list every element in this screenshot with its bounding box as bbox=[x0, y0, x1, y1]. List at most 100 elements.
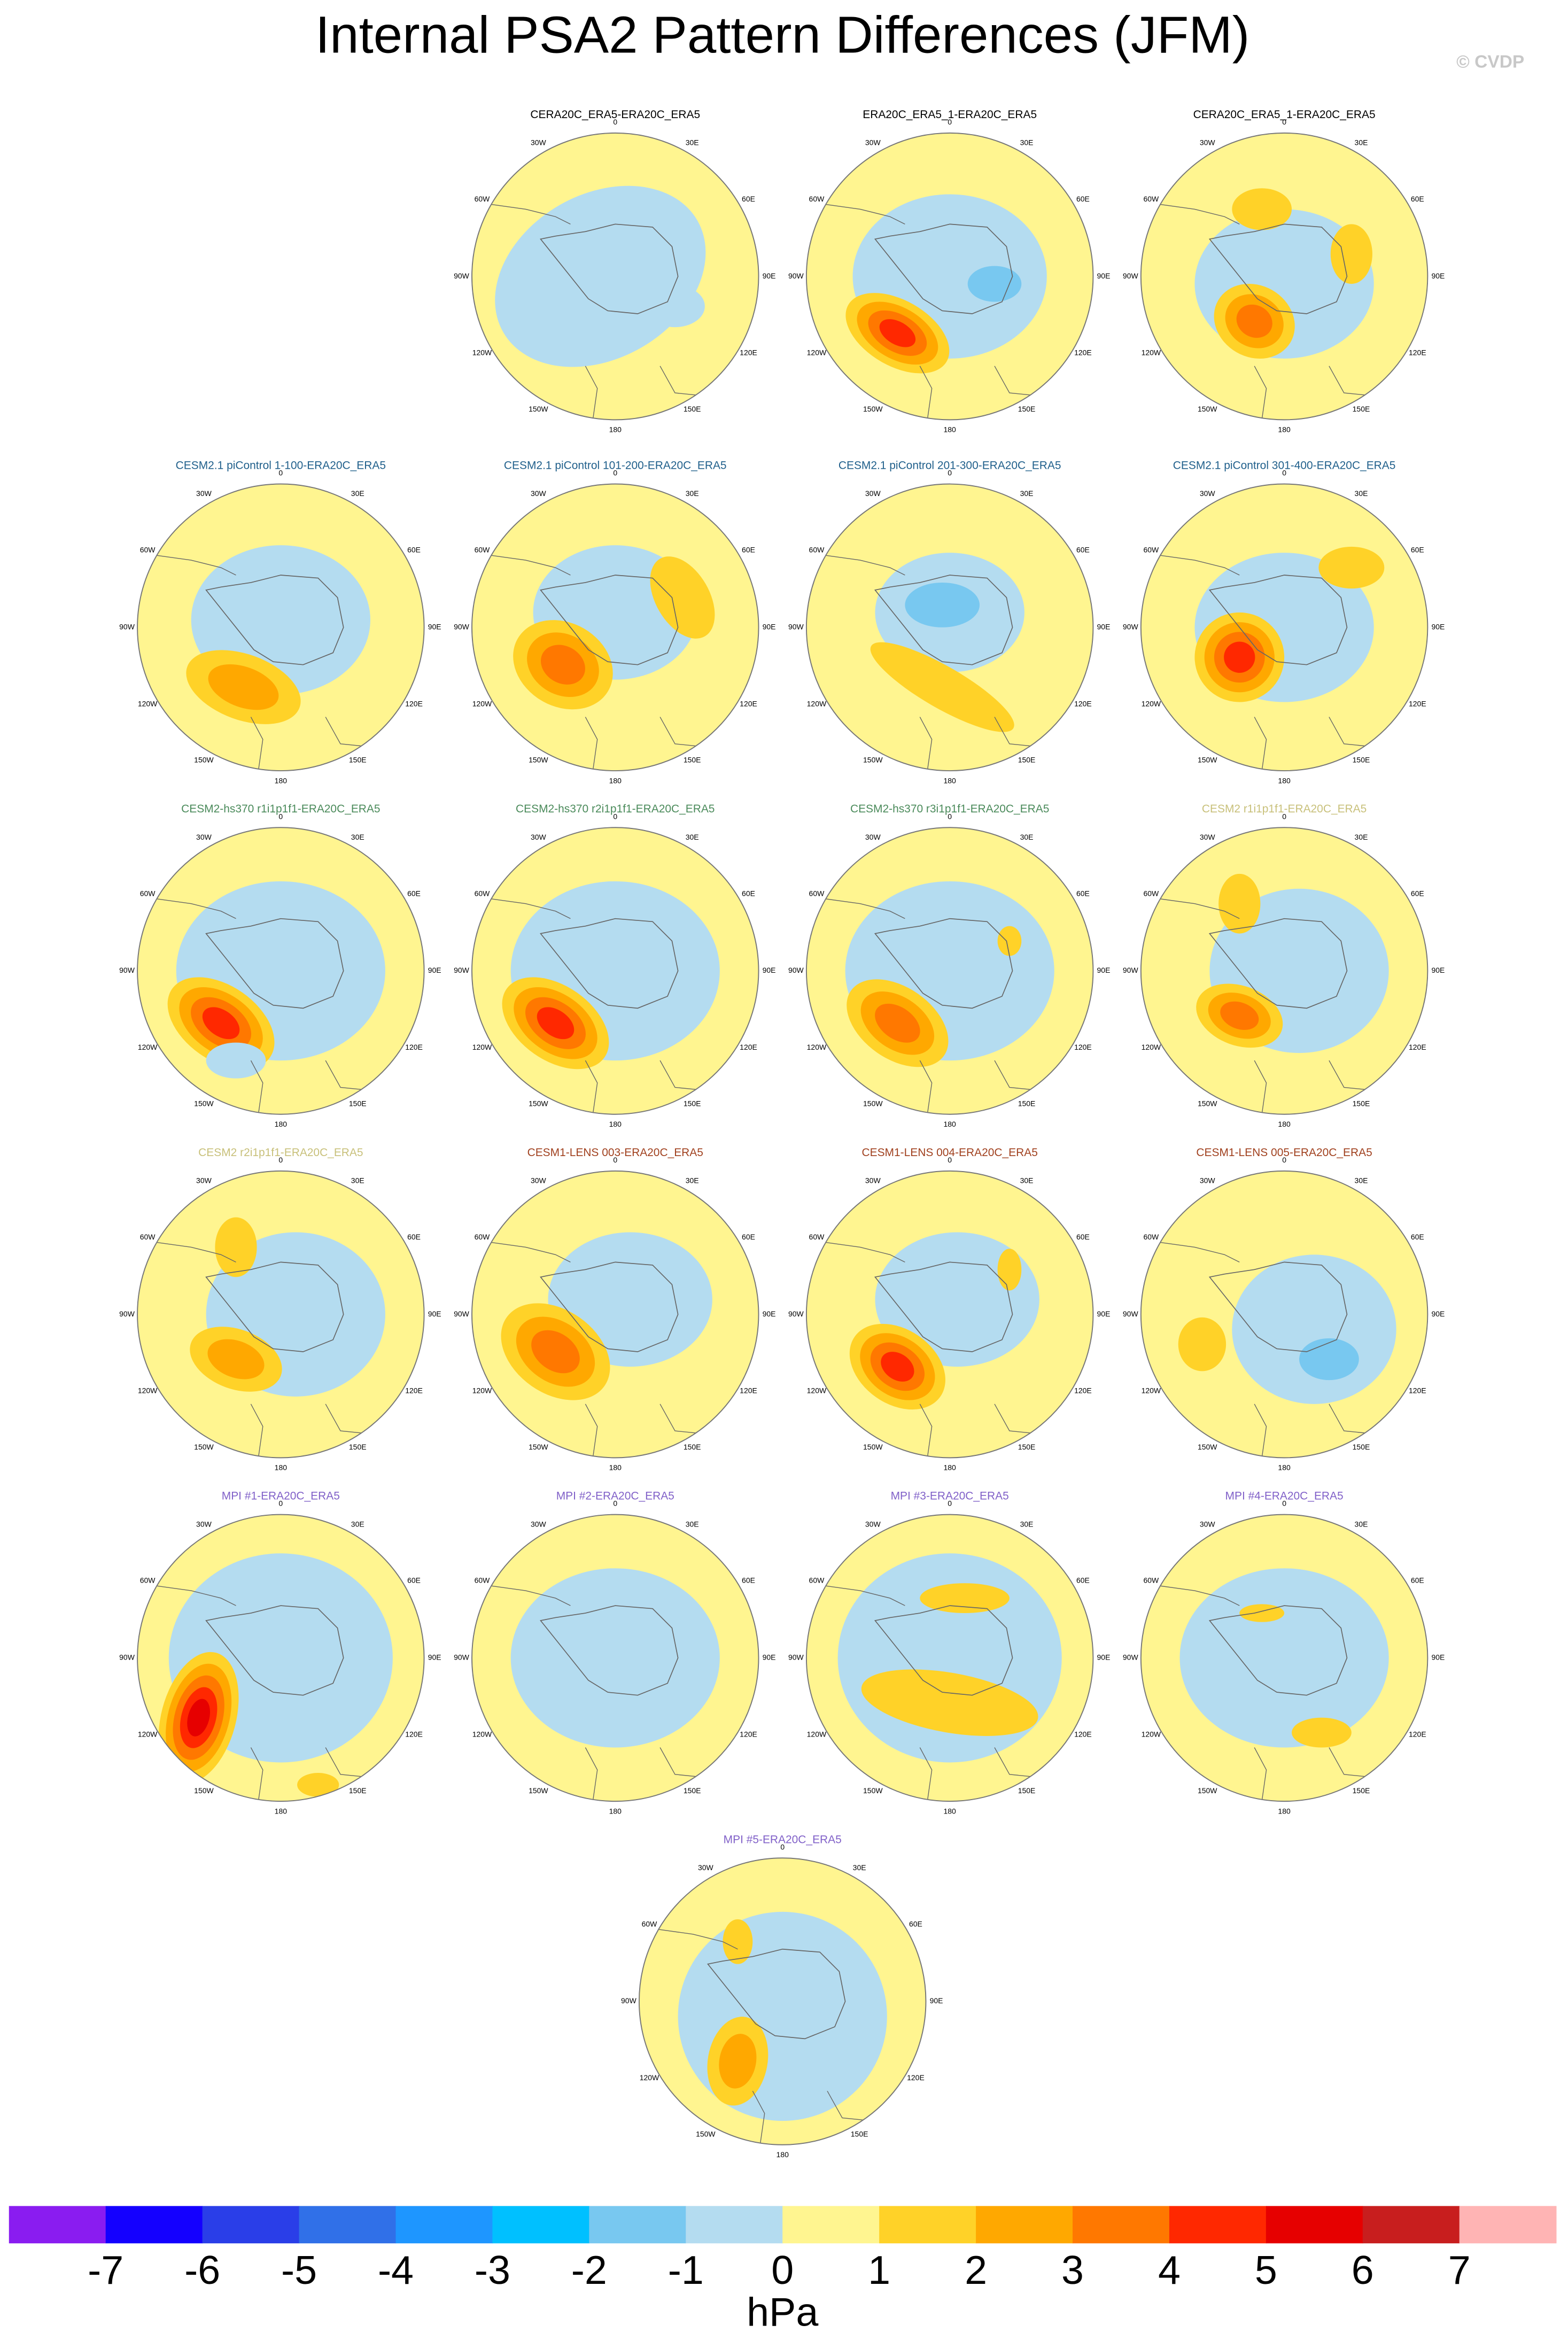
longitude-label: 150E bbox=[684, 405, 701, 413]
panel-title: CERA20C_ERA5_1-ERA20C_ERA5 bbox=[1193, 109, 1376, 121]
longitude-label: 60E bbox=[742, 546, 755, 554]
longitude-label: 120W bbox=[472, 699, 492, 708]
longitude-label: 30W bbox=[698, 1863, 714, 1872]
map-border bbox=[1140, 483, 1429, 772]
panel-title: CESM2-hs370 r3i1p1f1-ERA20C_ERA5 bbox=[850, 803, 1049, 815]
field bbox=[137, 1171, 424, 1458]
longitude-label: 30E bbox=[351, 1520, 364, 1528]
longitude-label: 180 bbox=[1278, 776, 1291, 785]
longitude-label: 60W bbox=[140, 889, 156, 897]
longitude-label: 150W bbox=[863, 756, 883, 764]
coastline bbox=[205, 1261, 344, 1352]
longitude-label: 150E bbox=[1018, 1786, 1036, 1795]
longitude-label: 120W bbox=[1142, 699, 1161, 708]
longitude-label: 150W bbox=[529, 756, 548, 764]
longitude-label: 30E bbox=[1020, 1520, 1034, 1528]
colorbar-tick-label: 5 bbox=[1255, 2248, 1277, 2292]
longitude-label: 0 bbox=[613, 118, 617, 126]
longitude-label: 0 bbox=[948, 118, 952, 126]
map-border bbox=[471, 132, 759, 421]
longitude-label: 0 bbox=[1282, 812, 1286, 820]
longitude-label: 150W bbox=[863, 1443, 883, 1451]
field-contour bbox=[537, 1007, 575, 1040]
field bbox=[1140, 1514, 1428, 1802]
longitude-label: 120W bbox=[807, 1043, 827, 1051]
longitude-label: 150W bbox=[863, 405, 883, 413]
field bbox=[137, 1514, 424, 1802]
longitude-label: 30E bbox=[853, 1863, 866, 1872]
panel-title: MPI #4-ERA20C_ERA5 bbox=[1225, 1490, 1344, 1502]
colorbar-box bbox=[202, 2206, 300, 2244]
field-contour bbox=[1179, 1568, 1389, 1748]
longitude-label: 180 bbox=[1278, 1463, 1291, 1472]
colorbar-box bbox=[395, 2206, 493, 2244]
coastline bbox=[471, 201, 705, 420]
longitude-label: 120W bbox=[807, 1730, 827, 1738]
longitude-label: 90W bbox=[621, 1996, 637, 2005]
longitude-label: 150W bbox=[1198, 1786, 1217, 1795]
longitude-label: 120E bbox=[740, 1043, 757, 1051]
field bbox=[1140, 1171, 1428, 1458]
map-border bbox=[805, 827, 1094, 1115]
longitude-label: 0 bbox=[613, 1499, 617, 1508]
longitude-label: 150E bbox=[1018, 405, 1036, 413]
map-border bbox=[137, 827, 425, 1115]
longitude-label: 90E bbox=[428, 622, 441, 631]
colorbar-box bbox=[1266, 2206, 1363, 2244]
map-border bbox=[471, 827, 759, 1115]
longitude-label: 90W bbox=[1123, 622, 1139, 631]
longitude-label: 90E bbox=[1097, 1309, 1111, 1318]
panel-title: CESM1-LENS 003-ERA20C_ERA5 bbox=[527, 1146, 703, 1159]
longitude-label: 150E bbox=[349, 756, 367, 764]
longitude-label: 30E bbox=[1355, 1520, 1368, 1528]
longitude-label: 120W bbox=[1142, 1730, 1161, 1738]
coastline bbox=[806, 1239, 1039, 1458]
colorbar-tick-label: -3 bbox=[475, 2248, 510, 2292]
longitude-label: 0 bbox=[278, 812, 283, 820]
longitude-label: 120E bbox=[1074, 1386, 1092, 1395]
coastline bbox=[205, 918, 344, 1009]
longitude-label: 0 bbox=[1282, 1156, 1286, 1164]
longitude-label: 90W bbox=[119, 1653, 135, 1662]
colorbar-tick-label: 3 bbox=[1061, 2248, 1084, 2292]
map-border bbox=[471, 1170, 759, 1459]
longitude-label: 30E bbox=[686, 489, 699, 498]
colorbar-tick-label: 1 bbox=[868, 2248, 890, 2292]
longitude-label: 120E bbox=[1409, 1386, 1426, 1395]
longitude-label: 90E bbox=[1431, 272, 1445, 280]
longitude-label: 0 bbox=[613, 812, 617, 820]
longitude-label: 90E bbox=[428, 1309, 441, 1318]
coastline bbox=[1140, 201, 1374, 420]
longitude-label: 30W bbox=[865, 833, 881, 841]
colorbar-box bbox=[782, 2206, 880, 2244]
longitude-label: 60E bbox=[407, 546, 421, 554]
field bbox=[471, 133, 759, 420]
longitude-label: 30E bbox=[351, 833, 364, 841]
longitude-label: 30E bbox=[1020, 489, 1034, 498]
longitude-label: 90W bbox=[454, 966, 470, 974]
map-border bbox=[1140, 827, 1429, 1115]
colorbar-tick-label: -4 bbox=[378, 2248, 414, 2292]
colorbar-box bbox=[1169, 2206, 1267, 2244]
field-contour bbox=[875, 1003, 920, 1043]
field bbox=[137, 827, 424, 1114]
field-contour bbox=[495, 185, 706, 367]
longitude-label: 60W bbox=[809, 546, 825, 554]
longitude-label: 120W bbox=[138, 699, 158, 708]
longitude-label: 120E bbox=[1074, 1043, 1092, 1051]
field bbox=[806, 1514, 1093, 1802]
field-contour bbox=[1218, 873, 1261, 934]
longitude-label: 120E bbox=[405, 699, 423, 708]
longitude-label: 60W bbox=[475, 1233, 491, 1241]
map-border bbox=[638, 1857, 927, 2145]
longitude-label: 60E bbox=[1411, 546, 1424, 554]
coastline bbox=[540, 1605, 679, 1696]
colorbar-tick-label: -5 bbox=[281, 2248, 317, 2292]
longitude-label: 30E bbox=[686, 1176, 699, 1185]
longitude-label: 90E bbox=[1431, 622, 1445, 631]
longitude-label: 30W bbox=[865, 138, 881, 147]
